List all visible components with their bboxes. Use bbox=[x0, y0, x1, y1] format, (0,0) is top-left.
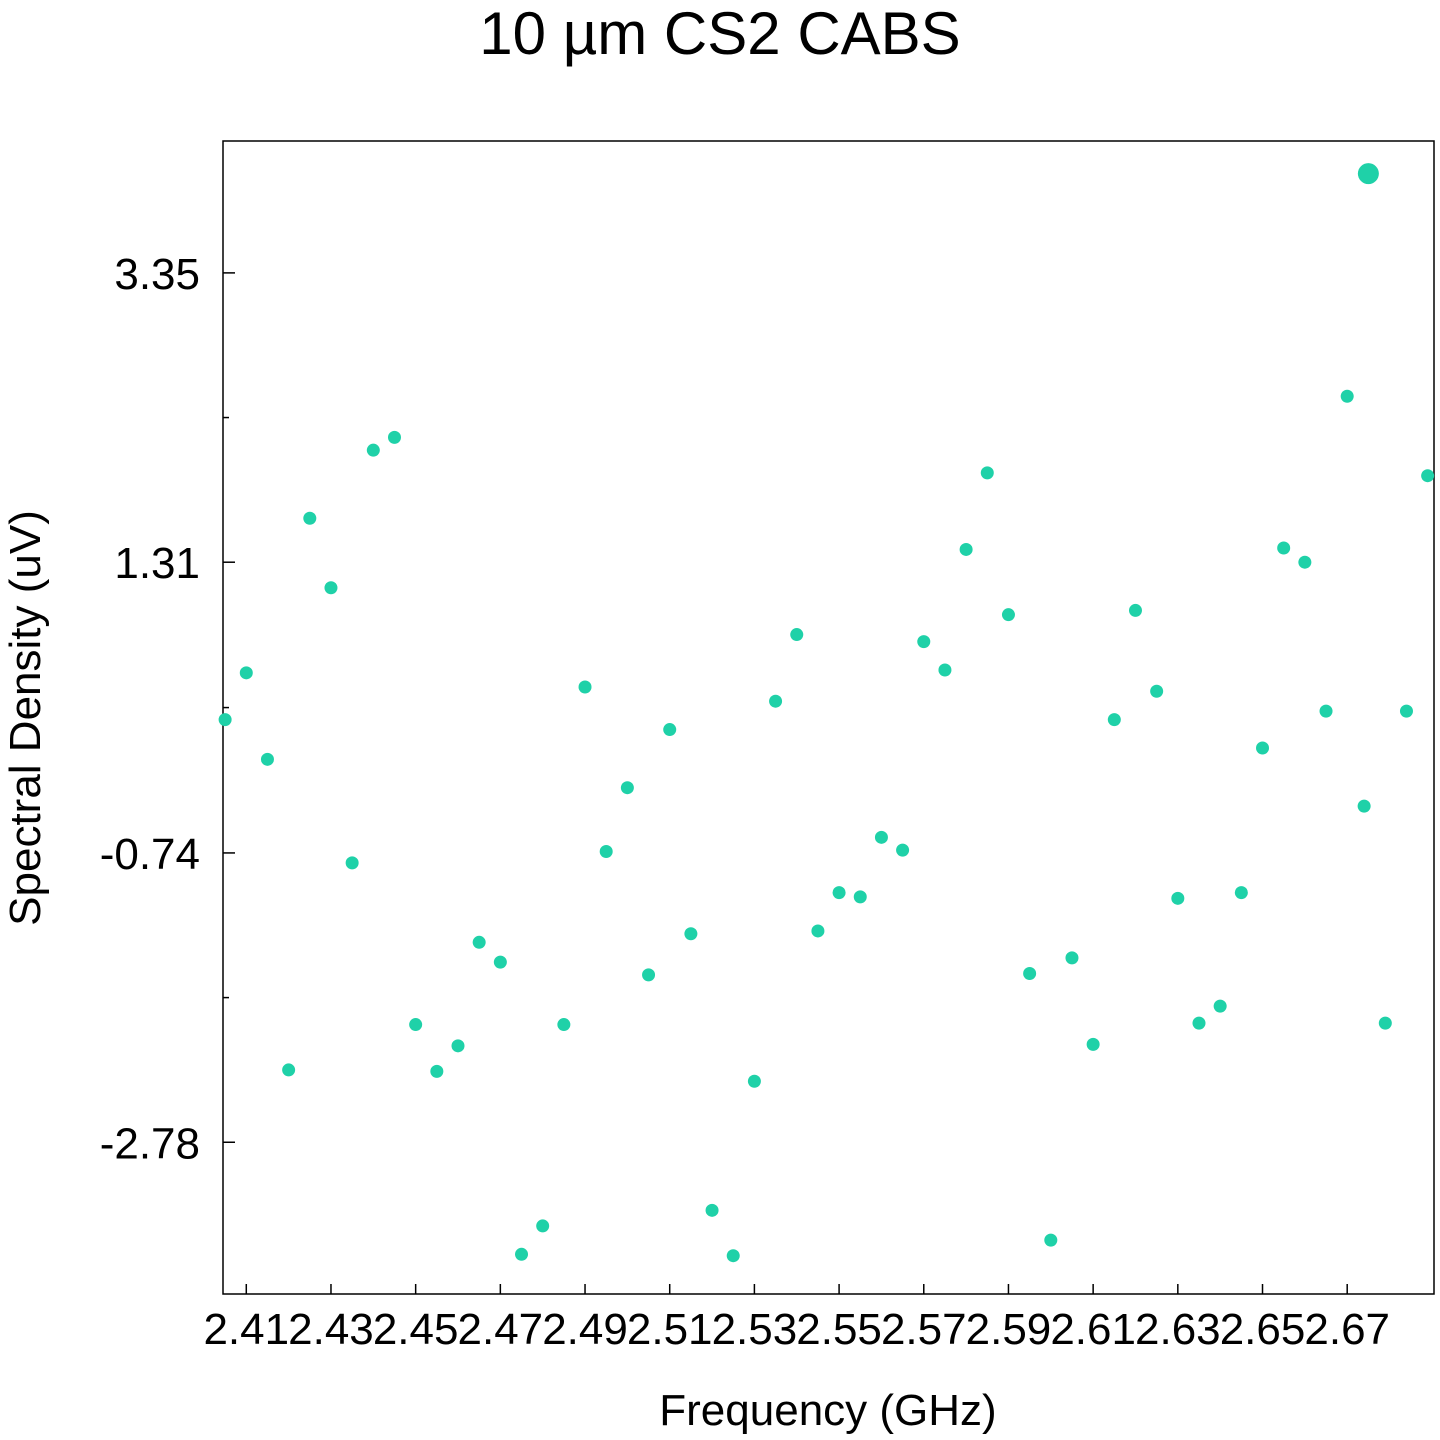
data-point bbox=[493, 955, 507, 969]
data-point bbox=[1150, 684, 1164, 698]
y-tick-label: 1.31 bbox=[114, 539, 200, 588]
data-point bbox=[260, 752, 274, 766]
data-point bbox=[430, 1064, 444, 1078]
x-tick-label: 2.63 bbox=[1135, 1305, 1221, 1354]
data-point bbox=[1277, 541, 1291, 555]
data-point bbox=[1378, 1016, 1392, 1030]
data-point bbox=[1192, 1016, 1206, 1030]
data-point bbox=[1340, 389, 1354, 403]
data-point bbox=[557, 1018, 571, 1032]
data-point bbox=[684, 927, 698, 941]
x-tick-label: 2.55 bbox=[796, 1305, 882, 1354]
data-point bbox=[387, 430, 401, 444]
data-point bbox=[853, 890, 867, 904]
data-point bbox=[980, 466, 994, 480]
y-tick-label: -0.74 bbox=[100, 830, 200, 879]
data-point bbox=[1357, 799, 1371, 813]
data-point bbox=[599, 845, 613, 859]
data-point bbox=[303, 511, 317, 525]
data-point bbox=[366, 443, 380, 457]
data-point bbox=[705, 1203, 719, 1217]
x-tick-label: 2.43 bbox=[288, 1305, 374, 1354]
data-point bbox=[959, 542, 973, 556]
data-point bbox=[896, 843, 910, 857]
data-point bbox=[1086, 1037, 1100, 1051]
data-point bbox=[790, 628, 804, 642]
data-point bbox=[324, 581, 338, 595]
data-point bbox=[1001, 608, 1015, 622]
x-tick-label: 2.53 bbox=[712, 1305, 798, 1354]
data-point bbox=[515, 1247, 529, 1261]
data-point bbox=[663, 723, 677, 737]
data-point bbox=[832, 886, 846, 900]
data-point bbox=[282, 1063, 296, 1077]
y-axis-label: Spectral Density (uV) bbox=[1, 510, 50, 926]
data-point bbox=[1171, 891, 1185, 905]
data-point bbox=[345, 856, 359, 870]
data-point bbox=[578, 680, 592, 694]
y-axis-ticks: 3.35 1.31 -0.74 -2.78 bbox=[100, 250, 235, 1168]
x-tick-label: 2.49 bbox=[542, 1305, 628, 1354]
chart-title: 10 µm CS2 CABS bbox=[479, 0, 960, 67]
data-point bbox=[1319, 704, 1333, 718]
data-points bbox=[218, 163, 1435, 1263]
data-point bbox=[1256, 741, 1270, 755]
x-tick-label: 2.41 bbox=[203, 1305, 289, 1354]
data-point bbox=[1421, 469, 1435, 483]
data-point bbox=[620, 781, 634, 795]
x-tick-label: 2.67 bbox=[1304, 1305, 1390, 1354]
x-axis-label: Frequency (GHz) bbox=[659, 1386, 996, 1435]
x-tick-label: 2.59 bbox=[966, 1305, 1052, 1354]
x-tick-label: 2.47 bbox=[458, 1305, 544, 1354]
data-point bbox=[536, 1219, 550, 1233]
x-tick-label: 2.45 bbox=[373, 1305, 459, 1354]
data-point bbox=[218, 713, 232, 727]
data-point bbox=[1023, 966, 1037, 980]
x-tick-label: 2.61 bbox=[1050, 1305, 1136, 1354]
x-axis-ticks: 2.41 2.43 2.45 2.47 2.49 2.51 2.53 2.55 2.57 2.59… bbox=[203, 1284, 1390, 1354]
data-point bbox=[917, 635, 931, 649]
data-point bbox=[409, 1018, 423, 1032]
x-tick-label: 2.51 bbox=[627, 1305, 713, 1354]
data-point bbox=[811, 924, 825, 938]
data-point bbox=[769, 694, 783, 708]
data-point bbox=[1234, 886, 1248, 900]
data-point bbox=[1399, 704, 1413, 718]
data-point bbox=[642, 968, 656, 982]
data-point bbox=[1213, 999, 1227, 1013]
y-tick-label: -2.78 bbox=[100, 1119, 200, 1168]
x-tick-label: 2.65 bbox=[1220, 1305, 1306, 1354]
y-tick-label: 3.35 bbox=[114, 250, 200, 299]
data-point bbox=[874, 830, 888, 844]
data-point bbox=[1044, 1233, 1058, 1247]
data-point bbox=[747, 1074, 761, 1088]
data-point bbox=[1065, 951, 1079, 965]
data-point bbox=[1128, 603, 1142, 617]
data-point bbox=[1298, 555, 1312, 569]
plot-frame bbox=[222, 140, 1435, 1295]
data-point bbox=[726, 1249, 740, 1263]
data-point bbox=[938, 663, 952, 677]
data-point bbox=[472, 935, 486, 949]
x-tick-label: 2.57 bbox=[881, 1305, 967, 1354]
data-point bbox=[1107, 713, 1121, 727]
data-point bbox=[239, 666, 253, 680]
data-point bbox=[451, 1039, 465, 1053]
highlighted-data-point bbox=[1357, 163, 1379, 185]
